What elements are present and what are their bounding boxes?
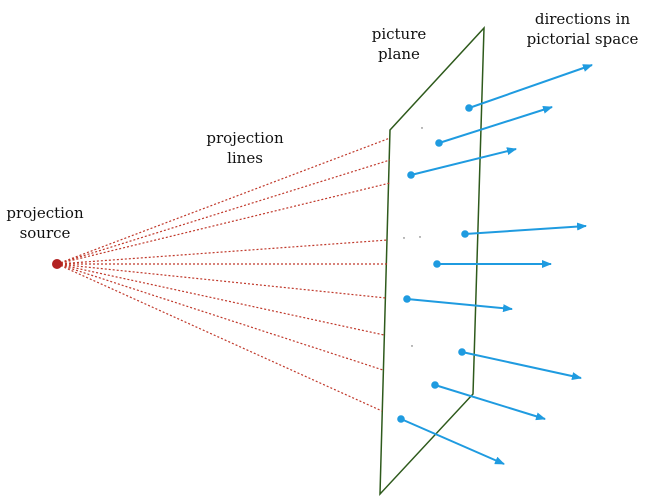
arrow-origin-dot — [397, 415, 405, 423]
direction-arrow — [464, 222, 587, 235]
directions-label-line1: directions in — [534, 10, 631, 28]
projection-lines — [56, 137, 391, 412]
projection-lines-label-line1: projection — [206, 129, 284, 147]
arrow-origin-dot — [465, 104, 473, 112]
direction-arrow — [461, 351, 582, 380]
picture-plane-label-line1: picture — [371, 25, 427, 43]
projection-source-label: projection source — [0, 203, 90, 243]
plane-marks — [403, 127, 439, 347]
projection-line — [56, 159, 391, 265]
direction-arrow — [400, 418, 505, 465]
arrow-origin-dot — [433, 260, 441, 268]
projection-line — [56, 239, 389, 265]
direction-arrows — [400, 64, 593, 465]
direction-arrow — [434, 384, 546, 421]
projection-line — [56, 263, 384, 371]
picture-plane-label-line2: plane — [378, 45, 420, 63]
direction-arrow — [438, 105, 553, 144]
arrow-origin-dot — [403, 295, 411, 303]
projection-source-dot — [52, 259, 62, 269]
direction-arrow — [410, 147, 517, 176]
directions-label: directions in pictorial space — [520, 9, 645, 49]
projection-lines-label: projection lines — [190, 128, 300, 168]
projection-lines-label-line2: lines — [227, 149, 263, 167]
projection-source-label-line1: projection — [6, 204, 84, 222]
projection-line — [56, 263, 385, 336]
projection-source-label-line2: source — [19, 224, 71, 242]
direction-arrow — [406, 298, 513, 313]
arrow-origin-dot — [435, 139, 443, 147]
arrow-origin-dot — [407, 171, 415, 179]
projection-line — [56, 263, 383, 412]
projection-line — [56, 263, 387, 299]
arrow-origin-dots — [397, 104, 473, 423]
arrow-origin-dot — [461, 230, 469, 238]
arrow-origin-dot — [431, 381, 439, 389]
projection-line — [56, 137, 391, 265]
direction-arrow — [468, 64, 593, 109]
arrow-origin-dot — [458, 348, 466, 356]
directions-label-line2: pictorial space — [526, 30, 639, 48]
picture-plane-label: picture plane — [362, 24, 436, 64]
projection-line — [56, 182, 391, 265]
picture-plane — [379, 26, 485, 496]
